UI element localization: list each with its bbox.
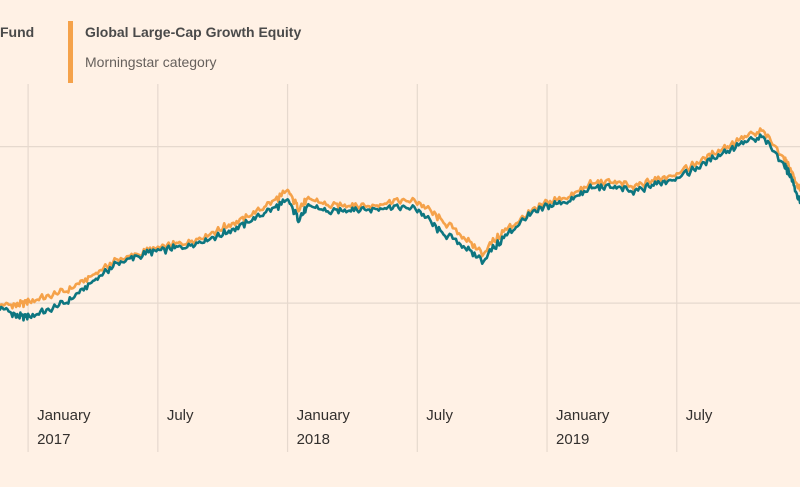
- legend: Fund Global Large-Cap Growth Equity Morn…: [0, 21, 301, 83]
- series-line-fund: [0, 133, 800, 322]
- x-tick-year-2: 2018: [297, 431, 330, 448]
- legend-category-label: Global Large-Cap Growth Equity: [85, 24, 301, 40]
- legend-category-sublabel: Morningstar category: [85, 54, 217, 70]
- series-lines: [0, 127, 800, 322]
- x-tick-label-0: January: [37, 407, 91, 424]
- x-tick-label-4: January: [556, 407, 610, 424]
- x-tick-label-3: July: [426, 407, 453, 424]
- series-line-category: [0, 127, 800, 310]
- x-tick-label-1: July: [167, 407, 194, 424]
- legend-fund-label: Fund: [0, 24, 34, 40]
- x-tick-year-4: 2019: [556, 431, 589, 448]
- legend-category-swatch: [68, 21, 73, 83]
- x-axis: January 2017 July January 2018 July January 201…: [37, 407, 713, 448]
- x-tick-label-5: July: [686, 407, 713, 424]
- gridlines: [0, 84, 800, 452]
- x-tick-year-0: 2017: [37, 431, 70, 448]
- x-tick-label-2: January: [297, 407, 351, 424]
